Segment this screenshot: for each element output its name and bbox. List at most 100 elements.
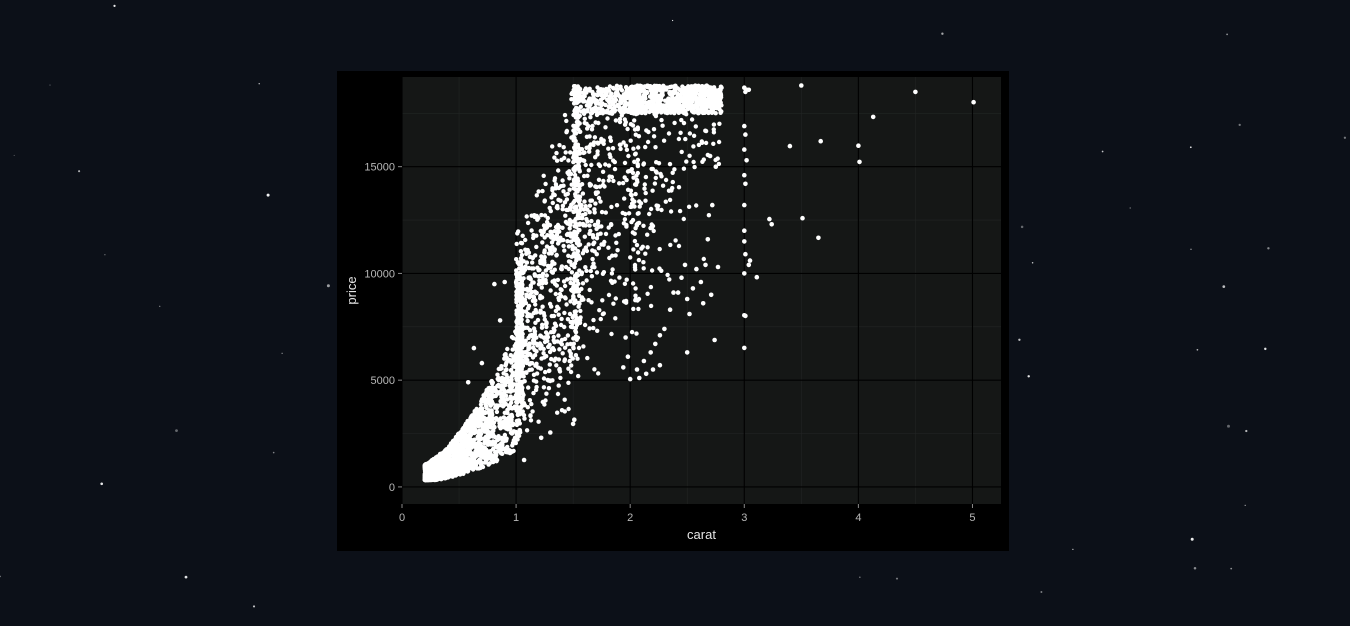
star (1267, 247, 1270, 250)
data-point (649, 268, 655, 273)
data-point (613, 118, 619, 123)
data-point (467, 458, 472, 464)
star (1193, 567, 1197, 570)
data-point (583, 265, 588, 270)
data-point (589, 274, 595, 279)
data-point (578, 315, 583, 320)
data-point (566, 266, 571, 272)
star (184, 575, 188, 579)
data-point (540, 188, 545, 194)
data-point (606, 178, 611, 183)
data-point (662, 85, 667, 90)
data-point (534, 361, 539, 366)
data-point (672, 167, 677, 172)
star (1031, 261, 1034, 264)
data-point (572, 172, 578, 178)
data-point (518, 256, 524, 261)
star (266, 193, 270, 197)
data-point (668, 97, 674, 102)
data-point (521, 259, 526, 264)
data-point (585, 126, 590, 131)
data-point (554, 158, 560, 163)
data-point (484, 387, 489, 393)
data-point (538, 293, 543, 299)
data-point (480, 445, 486, 450)
data-point (573, 276, 578, 281)
data-point (715, 156, 720, 161)
data-point (684, 159, 689, 164)
data-point (672, 120, 677, 126)
star (1018, 338, 1021, 341)
data-point (468, 430, 474, 435)
data-point (609, 331, 614, 337)
data-point (561, 243, 566, 249)
data-point (568, 205, 573, 210)
data-point (594, 109, 599, 114)
data-point (542, 339, 548, 345)
data-point (627, 376, 633, 382)
data-point (517, 273, 522, 279)
data-point (654, 203, 659, 208)
data-point (637, 204, 642, 209)
data-point (535, 317, 541, 323)
data-point (689, 108, 695, 114)
data-point (594, 98, 600, 103)
data-point (645, 139, 651, 145)
data-point (659, 174, 664, 179)
data-point (484, 397, 489, 402)
data-point (571, 346, 576, 351)
data-point (568, 319, 573, 325)
data-point (577, 92, 582, 98)
data-point (587, 231, 592, 236)
data-point (521, 270, 526, 275)
data-point (660, 123, 665, 128)
data-point (618, 85, 623, 91)
data-point (573, 131, 579, 136)
x-axis: 0 1 2 3 4 5 (399, 504, 976, 524)
data-point (589, 218, 594, 224)
data-point (584, 121, 589, 126)
data-point (572, 88, 578, 93)
data-point (525, 306, 531, 311)
data-point (665, 272, 670, 278)
star (78, 170, 81, 173)
data-point (559, 264, 565, 269)
data-point (495, 383, 500, 389)
data-point (522, 297, 528, 302)
data-point (557, 291, 563, 297)
data-point (508, 353, 513, 358)
data-point (636, 220, 642, 226)
major-gridlines (401, 77, 1001, 504)
data-point (566, 244, 572, 249)
data-point (565, 191, 570, 196)
data-point (683, 101, 688, 107)
data-point (635, 250, 641, 255)
data-point (716, 139, 722, 145)
data-point (569, 363, 574, 368)
data-point (653, 169, 659, 174)
data-point (668, 242, 673, 248)
data-point (643, 371, 649, 377)
data-point (577, 320, 583, 326)
data-point (590, 123, 595, 129)
data-point (513, 280, 519, 285)
data-point (514, 300, 519, 305)
data-point (486, 462, 491, 467)
data-point (521, 358, 526, 364)
data-point (498, 443, 503, 449)
data-point (649, 222, 654, 227)
data-point (683, 109, 688, 115)
data-point (514, 418, 520, 424)
data-point (539, 334, 544, 339)
data-point (509, 419, 514, 425)
star (175, 429, 178, 432)
data-point (479, 397, 485, 402)
data-point (582, 99, 587, 104)
data-point (561, 145, 566, 150)
data-point (769, 222, 774, 227)
data-point (525, 247, 530, 253)
y-tick-label: 0 (389, 482, 395, 494)
data-point (519, 389, 525, 394)
data-point (547, 205, 552, 211)
data-point (523, 237, 528, 243)
